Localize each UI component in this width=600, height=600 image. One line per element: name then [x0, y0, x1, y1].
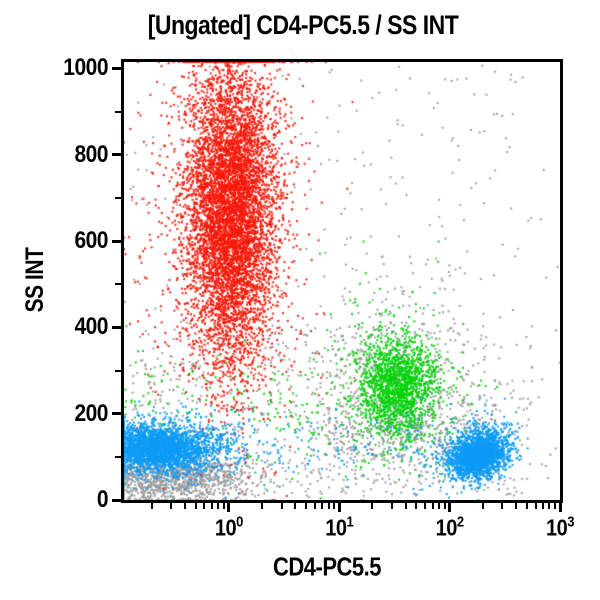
x-minor-tick [541, 503, 544, 509]
x-major-tick [558, 503, 562, 512]
y-major-tick [112, 66, 121, 70]
y-major-tick [112, 239, 121, 243]
x-tick-base: 10 [325, 516, 347, 542]
x-minor-tick [217, 503, 220, 509]
x-minor-tick [437, 503, 440, 509]
x-minor-tick [203, 503, 206, 509]
y-major-tick [112, 498, 121, 502]
y-minor-tick [115, 455, 121, 458]
x-minor-tick [501, 503, 504, 509]
x-tick-exponent: 3 [567, 512, 574, 531]
y-tick-label: 0 [96, 486, 109, 513]
x-minor-tick [424, 503, 427, 509]
scatter-canvas [124, 62, 560, 500]
y-tick-label: 600 [74, 227, 108, 254]
x-tick-label: 100 [214, 512, 243, 542]
x-axis-label: CD4-PC5.5 [273, 552, 381, 582]
x-major-tick [337, 503, 341, 512]
x-minor-tick [415, 503, 418, 509]
x-minor-tick [183, 503, 186, 509]
x-minor-tick [371, 503, 374, 509]
x-tick-base: 10 [435, 516, 458, 542]
x-minor-tick [390, 503, 393, 509]
y-tick-label: 400 [74, 313, 108, 341]
x-tick-exponent: 1 [346, 512, 354, 531]
x-minor-tick [327, 503, 330, 509]
plot-title: [Ungated] CD4-PC5.5 / SS INT [147, 9, 459, 40]
x-tick-base: 10 [546, 516, 568, 542]
x-minor-tick [210, 503, 213, 509]
x-minor-tick [313, 503, 316, 509]
x-minor-tick [443, 503, 446, 509]
x-minor-tick [194, 503, 197, 509]
y-axis-label: SS INT [21, 247, 49, 313]
x-tick-label: 101 [325, 512, 354, 542]
x-tick-label: 102 [435, 512, 464, 542]
x-minor-tick [404, 503, 407, 509]
x-tick-exponent: 2 [456, 512, 464, 531]
x-tick-exponent: 0 [236, 512, 243, 531]
y-minor-tick [115, 196, 121, 199]
x-minor-tick [261, 503, 264, 509]
x-minor-tick [222, 503, 225, 509]
x-minor-tick [150, 503, 153, 509]
x-minor-tick [525, 503, 528, 509]
x-minor-tick [333, 503, 336, 509]
x-major-tick [448, 503, 452, 512]
y-minor-tick [115, 283, 121, 286]
x-major-tick [227, 503, 231, 512]
x-minor-tick [548, 503, 551, 509]
x-minor-tick [294, 503, 297, 509]
x-minor-tick [481, 503, 484, 509]
x-tick-base: 10 [214, 516, 237, 542]
x-minor-tick [305, 503, 307, 509]
y-minor-tick [115, 110, 121, 113]
x-tick-label: 103 [546, 512, 574, 542]
x-minor-tick [321, 503, 324, 509]
x-minor-tick [534, 503, 537, 509]
y-major-tick [112, 412, 121, 416]
x-minor-tick [431, 503, 434, 509]
y-tick-label: 800 [74, 140, 108, 168]
x-minor-tick [170, 503, 173, 509]
y-major-tick [112, 153, 121, 157]
x-minor-tick [280, 503, 283, 509]
x-minor-tick [553, 503, 556, 509]
y-major-tick [112, 325, 121, 329]
y-tick-label: 200 [74, 399, 108, 427]
x-minor-tick [515, 503, 518, 509]
y-tick-label: 1000 [63, 54, 108, 82]
y-minor-tick [115, 369, 121, 372]
